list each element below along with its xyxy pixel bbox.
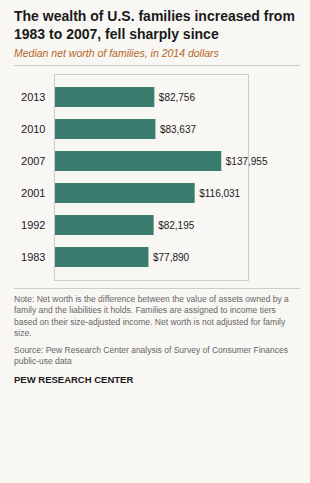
html-text:Median net worth of families,: Median net worth of families, in 2014 do… [14, 47, 219, 59]
svg-text:1983: 1983 [21, 251, 45, 263]
svg-text:2013: 2013 [21, 91, 45, 103]
svg-text:$77,890: $77,890 [153, 252, 190, 263]
svg-text:$82,756: $82,756 [159, 92, 196, 103]
svg-text:2010: 2010 [21, 123, 45, 135]
html-text:PEW RESEARCH CENTER: PEW RESEARCH CENTER [14, 373, 134, 385]
svg-text:2001: 2001 [21, 187, 45, 199]
html-text:The wealth of U.S. families in: The wealth of U.S. families increased fr… [14, 8, 295, 42]
svg-text:1992: 1992 [21, 219, 45, 231]
html-text:Source: Pew Research Center an: Source: Pew Research Center analysis of … [14, 344, 288, 367]
svg-text:$82,195: $82,195 [158, 220, 195, 231]
svg-text:2007: 2007 [21, 155, 45, 167]
svg-text:$116,031: $116,031 [199, 188, 240, 199]
svg-text:$137,955: $137,955 [226, 156, 268, 167]
svg-text:$83,637: $83,637 [160, 124, 197, 135]
html-text:Note: Net worth is the differe: Note: Net worth is the difference betwee… [14, 294, 289, 339]
